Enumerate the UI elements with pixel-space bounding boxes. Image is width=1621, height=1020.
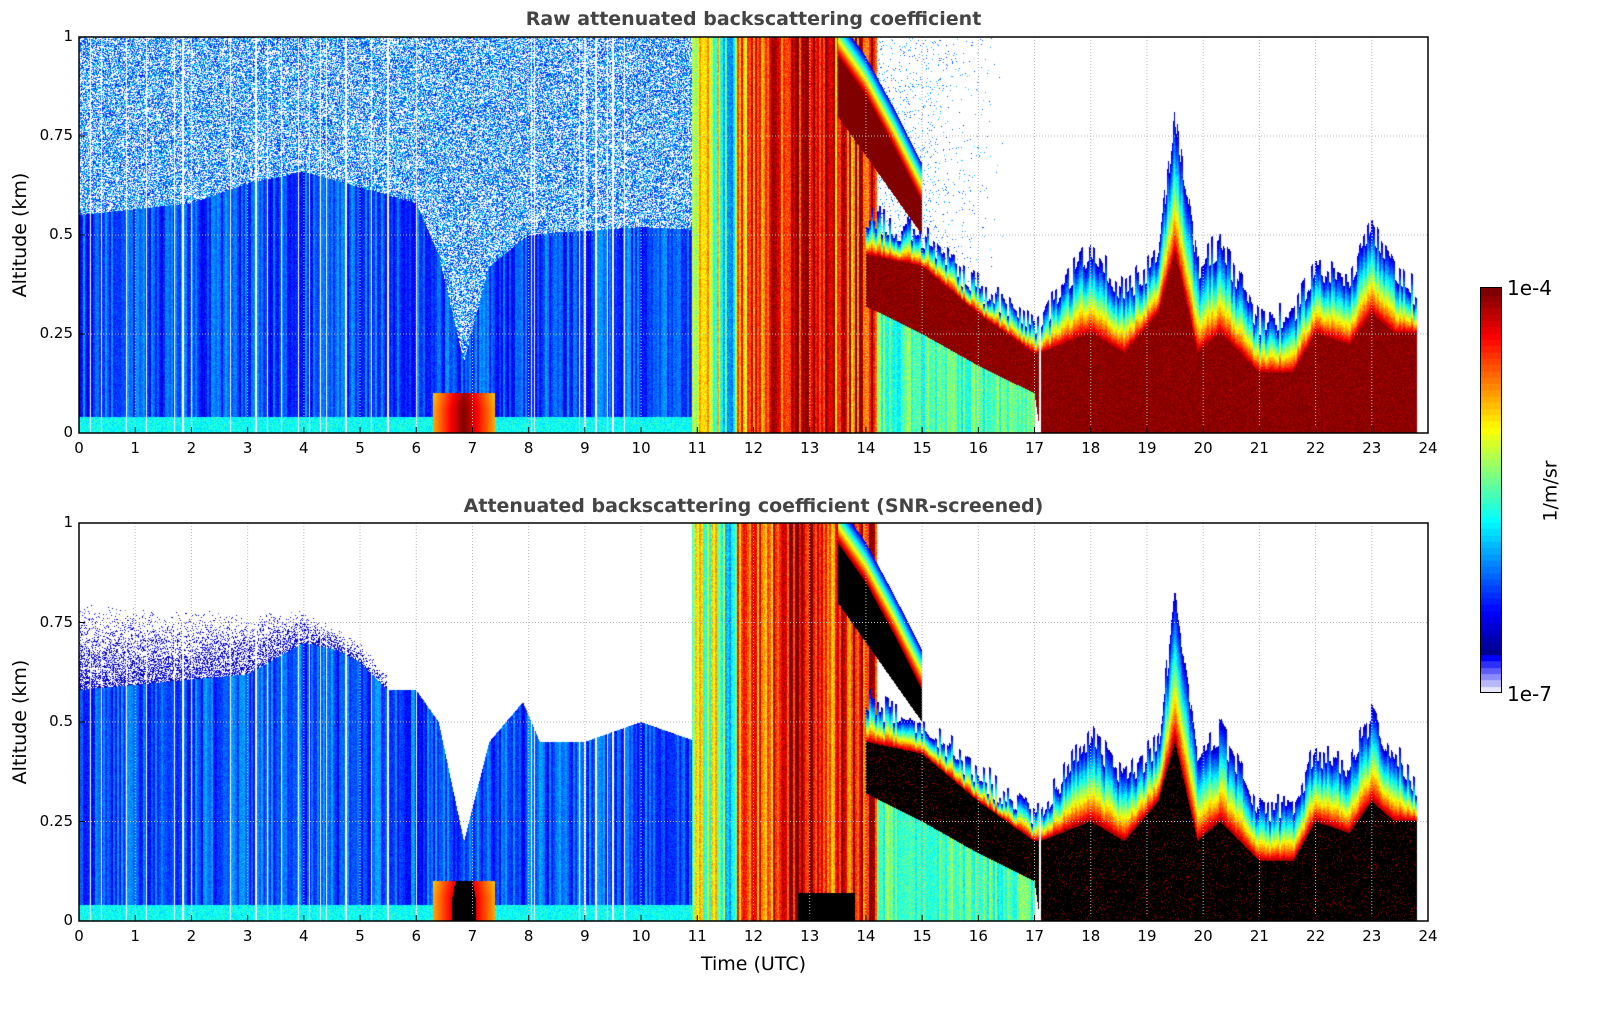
- y-tick-label: 0.25: [39, 324, 73, 342]
- x-tick-label: 8: [523, 927, 534, 945]
- y-tick-label: 0.75: [39, 612, 73, 631]
- x-tick-label: 4: [299, 439, 309, 457]
- axes: [78, 522, 1429, 922]
- x-tick-label: 12: [743, 927, 764, 945]
- x-tick-label: 7: [467, 439, 478, 457]
- plot-frame: [78, 36, 1429, 434]
- x-tick-label: 22: [1306, 439, 1326, 457]
- y-tick-label: 0: [63, 911, 73, 929]
- x-tick-label: 6: [411, 927, 422, 945]
- x-tick-label: 11: [687, 439, 707, 457]
- axes: [78, 36, 1429, 434]
- y-tick-label: 0.5: [49, 712, 73, 730]
- x-tick-label: 18: [1081, 439, 1101, 457]
- x-tick-label: 7: [467, 927, 478, 945]
- x-tick-label: 4: [299, 927, 309, 945]
- x-tick-label: 22: [1306, 927, 1326, 945]
- x-tick-label: 14: [856, 439, 876, 457]
- x-tick-label: 17: [1024, 439, 1045, 457]
- x-tick-label: 3: [242, 927, 253, 945]
- x-axis-label: Time (UTC): [700, 953, 807, 975]
- x-tick-label: 2: [186, 927, 197, 945]
- x-tick-label: 6: [411, 439, 422, 457]
- x-tick-label: 14: [856, 927, 876, 945]
- colorbar-max-label: 1e-4: [1507, 276, 1552, 300]
- x-tick-label: 21: [1249, 439, 1269, 457]
- bottom-y-axis-label: Altitude (km): [9, 659, 31, 785]
- bottom-panel-title: Attenuated backscattering coefficient (S…: [463, 495, 1044, 517]
- y-tick-label: 1: [63, 27, 73, 45]
- colorbar: [1480, 287, 1502, 693]
- x-tick-label: 3: [242, 439, 253, 457]
- x-tick-label: 0: [74, 439, 84, 457]
- x-tick-label: 24: [1418, 439, 1438, 457]
- x-tick-label: 19: [1137, 439, 1157, 457]
- x-tick-label: 23: [1362, 439, 1382, 457]
- x-tick-label: 5: [355, 927, 365, 945]
- x-tick-label: 9: [580, 927, 590, 945]
- y-tick-label: 0: [63, 423, 73, 441]
- x-tick-label: 13: [800, 439, 820, 457]
- x-tick-label: 20: [1193, 927, 1213, 945]
- x-tick-label: 1: [130, 927, 140, 945]
- x-tick-label: 10: [631, 927, 651, 945]
- x-tick-label: 10: [631, 439, 651, 457]
- raw-backscatter-heatmap: 0 1 2 3 4 5 6 7 8 9 10 11 12 13 14 15 16 17 18 19 20 21 22 23 24…: [40, 27, 1438, 457]
- x-tick-label: 13: [800, 927, 820, 945]
- x-tick-label: 16: [968, 439, 988, 457]
- x-tick-label: 18: [1081, 927, 1101, 945]
- x-tick-label: 20: [1193, 439, 1213, 457]
- x-tick-label: 2: [186, 439, 197, 457]
- x-tick-label: 17: [1024, 927, 1045, 945]
- x-tick-label: 0: [74, 927, 84, 945]
- top-y-axis-label: Altitude (km): [9, 172, 31, 298]
- x-tick-label: 15: [912, 439, 932, 457]
- y-tick-label: 0.25: [39, 811, 73, 830]
- x-tick-label: 9: [580, 439, 590, 457]
- x-tick-label: 12: [743, 439, 764, 457]
- x-tick-label: 11: [687, 927, 707, 945]
- colorbar-unit-label: 1/m/sr: [1539, 460, 1562, 522]
- x-tick-label: 19: [1137, 927, 1157, 945]
- top-panel-title: Raw attenuated backscattering coefficien…: [525, 8, 982, 30]
- x-tick-label: 24: [1418, 927, 1438, 945]
- x-tick-label: 5: [355, 439, 365, 457]
- x-tick-label: 1: [130, 439, 140, 457]
- y-tick-label: 0.75: [39, 126, 73, 144]
- screened-backscatter-heatmap: 0 1 2 3 4 5 6 7 8 9 10 11 12 13 14 15 16 17 18 19 20 21 22 23 24…: [40, 513, 1438, 945]
- x-tick-label: 15: [912, 927, 932, 945]
- y-tick-label: 0.5: [49, 225, 73, 243]
- x-tick-label: 21: [1249, 927, 1269, 945]
- x-tick-label: 23: [1362, 927, 1382, 945]
- x-tick-label: 16: [968, 927, 988, 945]
- plot-frame: [78, 522, 1429, 922]
- colorbar-min-label: 1e-7: [1507, 682, 1552, 706]
- y-tick-label: 1: [63, 513, 73, 531]
- x-tick-label: 8: [523, 439, 534, 457]
